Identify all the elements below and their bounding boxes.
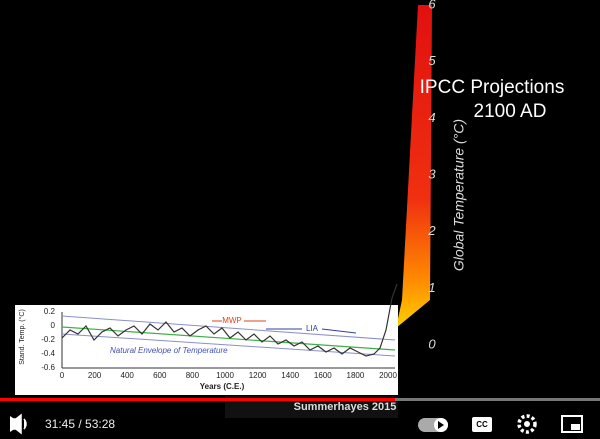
time-display: 31:45 / 53:28 [45, 417, 115, 431]
miniplayer-button[interactable] [561, 415, 583, 433]
inset-x-tick: 200 [88, 371, 102, 380]
inset-y-label: Stand. Temp. (°C) [18, 309, 26, 365]
settings-icon [524, 421, 530, 427]
trend-line [61, 326, 396, 351]
autoplay-icon [438, 421, 444, 429]
inset-x-tick: 1400 [281, 371, 299, 380]
inset-x-tick: 1200 [249, 371, 267, 380]
settings-button[interactable] [517, 414, 537, 434]
inset-x-label: Years (C.E.) [200, 382, 245, 391]
captions-button[interactable] [472, 417, 492, 432]
right-axis: 6 5 4 3 2 1 0 [427, 0, 436, 351]
inset-x-tick: 1600 [314, 371, 332, 380]
volume-button[interactable] [11, 413, 27, 435]
inset-chart: MWP LIA Natural Envelope of Temperature … [15, 283, 398, 395]
inset-background [15, 305, 398, 395]
period-label: MWP [222, 316, 242, 325]
annotation: 2100 AD [474, 101, 547, 122]
envelope-label: Natural Envelope of Temperature [110, 346, 228, 355]
axis-tick-label: 2 [427, 223, 436, 238]
envelope-line [61, 315, 396, 341]
axis-tick-label: 4 [428, 110, 435, 125]
inset-y-tick: -0.4 [41, 349, 55, 358]
progress-played[interactable] [0, 398, 395, 401]
credit: Summerhayes 2015 [294, 401, 397, 413]
temperature-curve [61, 283, 398, 357]
projection-wedge [396, 5, 432, 328]
credit-box [225, 396, 398, 418]
inset-x-tick: 0 [60, 371, 65, 380]
captions-icon: CC [476, 420, 488, 429]
inset-x-tick: 400 [121, 371, 135, 380]
axis-tick-label: 1 [428, 280, 435, 295]
inset-x-tick: 1000 [216, 371, 234, 380]
inset-y-tick: 0 [51, 321, 56, 330]
axis-tick-label: 6 [428, 0, 436, 11]
inset-x-tick: 1800 [347, 371, 365, 380]
inset-y-tick: -0.2 [41, 335, 55, 344]
period-label: LIA [306, 324, 319, 333]
period-arrow [321, 328, 357, 334]
axis-label: Global Temperature (°C) [451, 119, 467, 271]
inset-x-tick: 800 [186, 371, 200, 380]
axis-tick-label: 5 [428, 53, 436, 68]
inset-x-tick: 2000 [379, 371, 397, 380]
inset-ticks: 0.2 0 -0.2 -0.4 -0.6 0 200 400 600 800 1000 1200 140… [41, 307, 397, 380]
miniplayer-icon [571, 424, 580, 430]
annotation: IPCC Projections [420, 77, 565, 98]
inset-y-tick: 0.2 [44, 307, 56, 316]
inset-x-tick: 600 [153, 371, 167, 380]
inset-y-tick: -0.6 [41, 363, 55, 372]
axis-tick-label: 0 [428, 336, 436, 351]
axis-tick-label: 3 [428, 166, 436, 181]
